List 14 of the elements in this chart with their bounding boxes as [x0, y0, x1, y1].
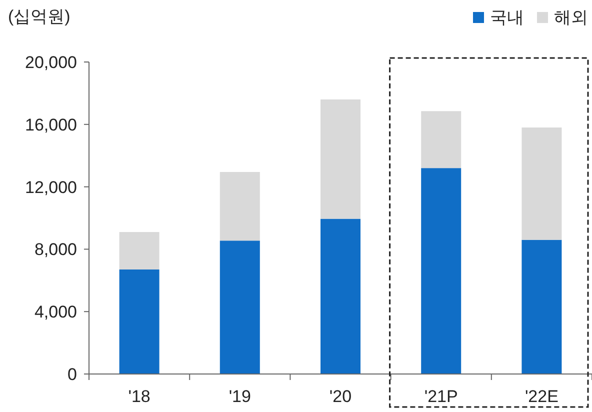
y-tick-label: 8,000 — [34, 240, 77, 260]
x-tick-label: '18 — [128, 387, 150, 406]
x-tick-label: '20 — [329, 387, 352, 406]
legend-label: 해외 — [554, 8, 588, 27]
legend-label: 국내 — [490, 8, 524, 27]
y-tick-label: 4,000 — [34, 302, 77, 322]
y-tick-label: 0 — [68, 365, 77, 384]
y-axis-title: (십억원) — [8, 7, 70, 26]
y-tick-label: 16,000 — [25, 115, 77, 134]
y-tick-label: 20,000 — [25, 53, 77, 72]
x-tick-label: '19 — [228, 387, 251, 406]
x-tick-label: '21P — [424, 387, 458, 406]
y-tick-label: 12,000 — [25, 178, 77, 197]
x-tick-label: '22E — [524, 387, 558, 406]
